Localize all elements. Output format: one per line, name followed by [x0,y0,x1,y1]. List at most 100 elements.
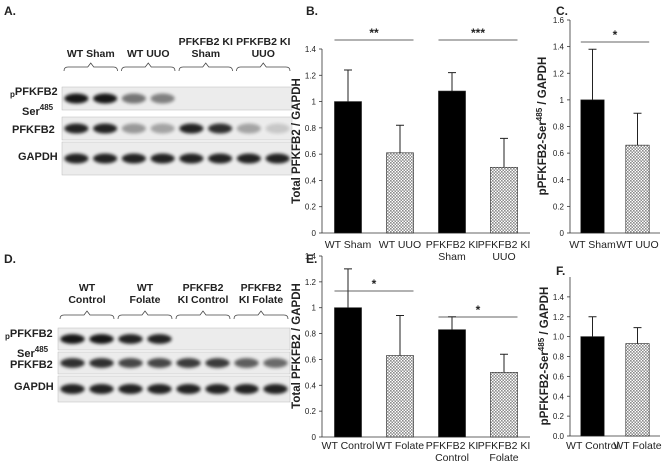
row-label: PFKFB2 [10,359,53,372]
blot-strip [61,116,293,141]
row-label-site: Ser [17,347,35,360]
blot-band [263,384,288,394]
x-tick-label: PFKFB2 KI Sham [425,239,479,263]
bar [386,152,414,234]
y-tick-label: 0.6 [305,355,317,364]
blot-band [121,123,146,134]
blot-band [147,334,172,344]
blot-band [93,123,118,134]
y-tick-label: 1.4 [553,293,565,302]
blot-band [205,384,230,394]
blot-band [176,358,201,368]
y-tick-label: 1 [312,98,317,107]
lane-bracket [59,310,115,320]
y-axis-label-part: / GAPDH [539,287,551,338]
row-label-name: PFKFB2 [10,359,53,371]
y-tick-label: 1.2 [553,313,565,322]
blot-band [176,384,201,394]
blot-band [89,384,114,394]
row-label-site-number: 485 [34,345,49,354]
lane-bracket [63,62,118,72]
blot-band [236,123,261,134]
bar [625,144,650,234]
y-axis-label: pPFKFB2-Ser485 / GAPDH [535,57,549,196]
y-axis-label-part: pPFKFB2-Ser [537,121,549,196]
y-tick-label: 0.2 [305,407,317,416]
blot-band [118,384,143,394]
blot-band [236,153,261,164]
y-tick-label: 1 [312,304,317,313]
y-tick-label: 0.6 [553,149,565,158]
lane-bracket [117,310,173,320]
blot-band [89,358,114,368]
blot-band [265,153,290,164]
y-axis-label: pPFKFB2-Ser485 / GAPDH [537,287,551,426]
row-label-prefix: p [10,90,15,99]
y-tick-label: 0.8 [553,123,565,132]
y-axis-label-part: / GAPDH [537,57,549,108]
significance-label: ** [369,26,379,40]
x-tick-label: PFKFB2 KI Folate [477,440,531,464]
error-bar [633,327,642,344]
x-tick-label: WT Folate [613,440,662,452]
y-tick-label: 1.6 [553,16,565,25]
row-label-name: GAPDH [18,151,58,163]
y-tick-label: 0.6 [553,372,565,381]
y-tick-label: 0.4 [305,381,317,390]
blot-band [121,93,146,104]
y-tick-label: 1.4 [553,43,565,52]
row-label-site-number: 485 [39,103,54,112]
blot-band [93,93,118,104]
blot-band [234,358,259,368]
error-bar [588,48,597,100]
blot-strip [61,86,293,111]
bar [438,329,466,438]
x-tick-label: WT Sham [569,239,616,251]
error-bar [344,268,352,308]
x-tick-label: WT UUO [616,239,659,251]
blot-band [121,153,146,164]
bar [625,343,650,437]
y-tick-label: 0.8 [305,124,317,133]
x-tick-label: PFKFB2 KI UUO [477,239,531,263]
lane-bracket [178,62,233,72]
blot-band [265,123,290,134]
error-bar [344,69,352,102]
y-tick-label: 0.0 [553,432,565,441]
y-axis-label-part: 485 [537,337,546,351]
bar [490,372,518,438]
bar [490,166,518,234]
bar [580,99,605,234]
y-tick-label: 1.2 [305,278,317,287]
y-axis-label-part: Total PFKFB2 / GAPDH [291,283,303,409]
y-tick-label: 0.4 [305,176,317,185]
blot-band [208,153,233,164]
lane-bracket [233,310,289,320]
blot-band [93,153,118,164]
blot-band [234,384,259,394]
blot-band [118,334,143,344]
row-label-prefix: p [5,332,10,341]
lane-label: WT UUO [126,48,170,60]
error-bar [500,137,508,168]
x-tick-label: WT Folate [375,440,425,452]
bar [386,355,414,438]
panel-label: B. [306,4,318,18]
bar [334,101,362,234]
bar [580,336,605,437]
y-axis-label: Total PFKFB2 / GAPDH [291,283,303,409]
y-axis-label-part: pPFKFB2-Ser [539,351,551,426]
row-label-name: PFKFB2 [9,328,53,340]
significance-label: * [613,28,618,42]
lane-bracket [236,62,291,72]
y-tick-label: 1.0 [553,333,565,342]
blot-band [179,123,204,134]
error-bar [588,316,597,337]
blot-band [60,384,85,394]
blot-band [64,93,89,104]
row-label-name: PFKFB2 [14,86,58,98]
lane-bracket [121,62,176,72]
x-tick-label: WT Sham [324,239,372,251]
y-tick-label: 0.4 [553,176,565,185]
